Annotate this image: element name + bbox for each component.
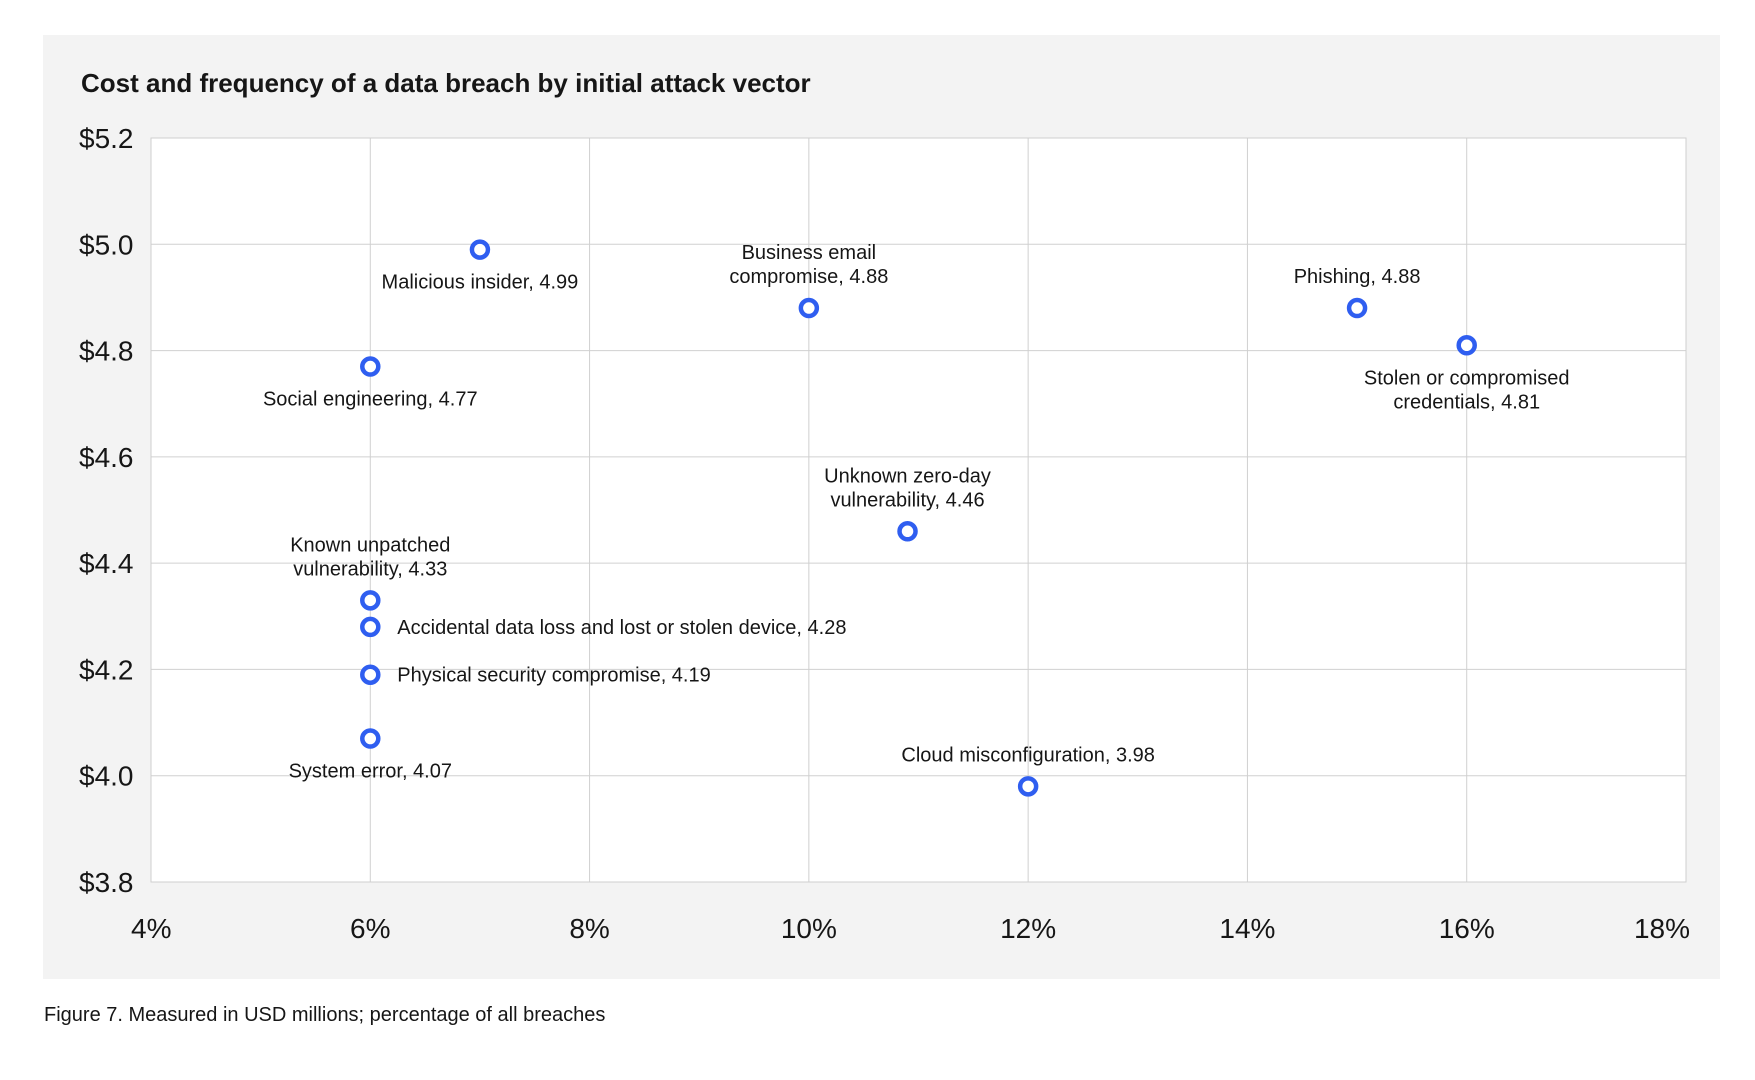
- point-label: Phishing, 4.88: [1294, 266, 1421, 288]
- plot-frame: [150, 137, 1687, 883]
- figure-caption: Figure 7. Measured in USD millions; perc…: [44, 1004, 606, 1026]
- point-labels: Malicious insider, 4.99 Business email com…: [263, 242, 1570, 782]
- x-tick-label: 10%: [781, 913, 837, 944]
- data-point: [360, 356, 381, 377]
- x-tick-label: 18%: [1634, 913, 1690, 944]
- y-tick-label: $4.2: [79, 654, 134, 685]
- data-point: [897, 521, 918, 542]
- y-tick-label: $3.8: [79, 867, 134, 898]
- y-tick-label: $4.0: [79, 761, 134, 792]
- x-tick-label: 16%: [1439, 913, 1495, 944]
- y-tick-label: $5.2: [79, 123, 134, 154]
- data-point: [469, 239, 491, 260]
- x-tick-label: 12%: [1000, 913, 1056, 944]
- x-tick-label: 6%: [350, 913, 390, 944]
- y-tick-label: $5.0: [79, 229, 134, 260]
- y-tick-label: $4.6: [79, 442, 134, 473]
- chart-title: Cost and frequency of a data breach by i…: [81, 68, 811, 98]
- data-point: [1346, 297, 1368, 319]
- data-points: [360, 239, 1477, 797]
- data-point: [360, 590, 381, 611]
- y-tick-label: $4.4: [79, 548, 134, 579]
- point-label: Known unpatched vulnerability, 4.33: [290, 534, 450, 580]
- point-label: System error, 4.07: [289, 761, 452, 783]
- point-label: Cloud misconfiguration, 3.98: [901, 744, 1154, 766]
- point-label: Social engineering, 4.77: [263, 389, 478, 411]
- y-tick-label: $4.8: [79, 336, 134, 367]
- data-point: [1456, 335, 1477, 356]
- data-point: [360, 616, 381, 638]
- data-point: [360, 728, 381, 749]
- data-point: [1017, 776, 1039, 797]
- data-point: [798, 297, 820, 319]
- point-label: Physical security compromise, 4.19: [397, 665, 710, 687]
- x-tick-label: 4%: [131, 913, 171, 944]
- point-label: Accidental data loss and lost or stolen …: [397, 617, 846, 639]
- plot-area: [151, 138, 1686, 882]
- point-label: Unknown zero-day vulnerability, 4.46: [824, 465, 991, 511]
- data-point: [360, 664, 381, 685]
- point-label: Business email compromise, 4.88: [729, 242, 888, 288]
- point-label: Stolen or compromised credentials, 4.81: [1364, 367, 1570, 413]
- x-tick-label: 8%: [569, 913, 609, 944]
- point-label: Malicious insider, 4.99: [382, 272, 579, 294]
- tick-labels: 4% 6% 8% 10% 12% 14% 16% 18% $3.8 $4.0 $4.2 $4.4 $4.…: [79, 123, 1690, 944]
- x-tick-label: 14%: [1219, 913, 1275, 944]
- grid-layer: [150, 137, 1687, 883]
